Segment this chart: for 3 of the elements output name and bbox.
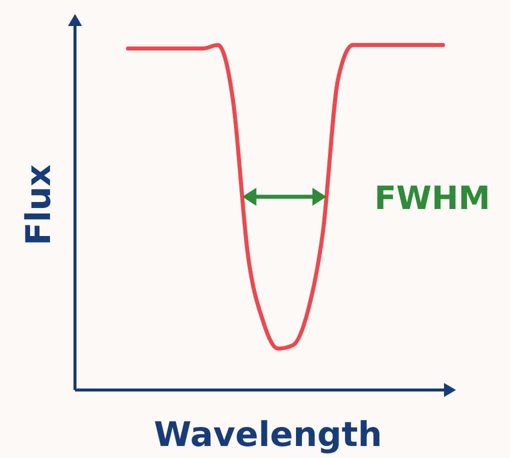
y-axis-title: Flux bbox=[19, 164, 59, 246]
annotation: FWHM bbox=[374, 178, 490, 217]
x-axis-title: Wavelength bbox=[154, 415, 382, 455]
